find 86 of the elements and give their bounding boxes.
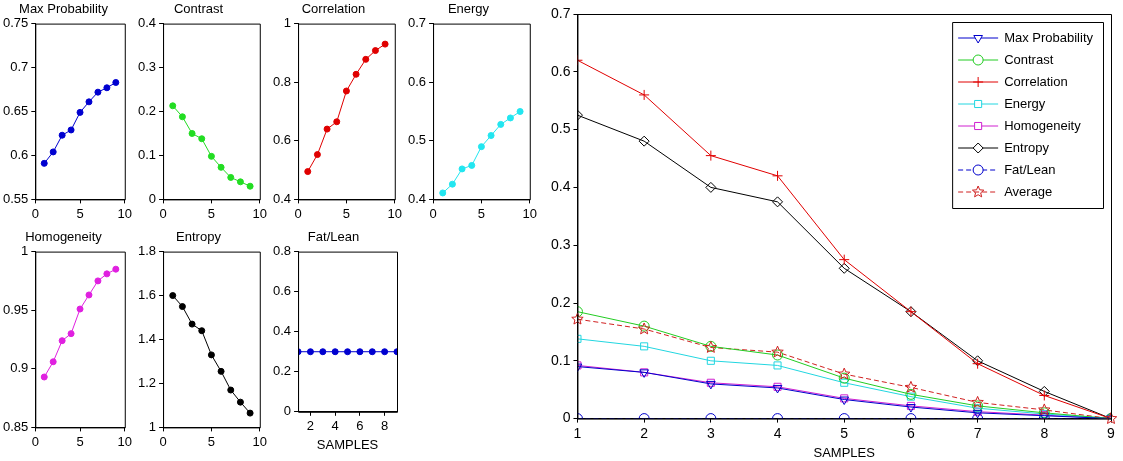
x-tick-label: 10 — [252, 205, 267, 221]
x-tick-label: 10 — [117, 433, 132, 449]
y-tick-label: 0.6 — [407, 73, 427, 89]
chart-title: Fat/Lean — [307, 229, 360, 245]
y-tick-label: 0.85 — [2, 418, 29, 434]
y-tick-label: 0.3 — [550, 236, 571, 253]
y-tick-label: 0.75 — [2, 15, 29, 31]
y-tick-label: 1.8 — [137, 243, 157, 259]
x-tick-label: 2 — [640, 424, 649, 441]
legend-label: Energy — [1004, 95, 1046, 111]
x-tick-label: 0 — [31, 205, 39, 221]
y-tick-label: 0.6 — [272, 132, 292, 148]
legend-label: Correlation — [1004, 73, 1068, 89]
x-tick-label: 2 — [306, 418, 315, 434]
x-tick-label: 7 — [973, 424, 982, 441]
x-tick-label: 0 — [429, 205, 437, 221]
y-tick-label: 0 — [283, 403, 292, 419]
y-tick-label: 0.4 — [550, 178, 571, 195]
y-tick-label: 0.65 — [2, 103, 29, 119]
y-tick-label: 0.8 — [272, 243, 292, 259]
y-tick-label: 0.4 — [407, 190, 427, 206]
x-tick-label: 10 — [387, 205, 402, 221]
y-tick-label: 0.1 — [550, 351, 571, 368]
x-tick-label: 10 — [522, 205, 537, 221]
x-tick-label: 0 — [159, 205, 167, 221]
legend-label: Average — [1004, 183, 1053, 199]
y-tick-label: 0.4 — [272, 323, 292, 339]
x-tick-label: 0 — [31, 433, 39, 449]
x-tick-label: 9 — [1107, 424, 1116, 441]
y-tick-label: 0.5 — [550, 120, 571, 137]
chart-title: Contrast — [173, 1, 224, 17]
y-tick-label: 0.6 — [550, 62, 571, 79]
y-tick-label: 0.2 — [137, 103, 157, 119]
y-tick-label: 0.55 — [2, 190, 29, 206]
y-tick-label: 0.7 — [407, 15, 427, 31]
legend-label: Max Probability — [1004, 29, 1094, 45]
legend-label: Homogeneity — [1004, 117, 1082, 133]
x-tick-label: 5 — [76, 205, 84, 221]
y-tick-label: 0.2 — [272, 363, 292, 379]
x-axis-title: SAMPLES — [316, 436, 379, 452]
y-tick-label: 1.4 — [137, 331, 157, 347]
y-tick-label: 0.6 — [10, 147, 29, 163]
y-tick-label: 0.9 — [10, 360, 29, 376]
x-tick-label: 5 — [342, 205, 351, 221]
x-tick-label: 0 — [159, 433, 167, 449]
y-tick-label: 1 — [21, 243, 29, 259]
x-tick-label: 4 — [773, 424, 782, 441]
x-axis-title: SAMPLES — [813, 444, 876, 460]
y-tick-label: 1 — [283, 15, 292, 31]
y-tick-label: 0.4 — [137, 15, 157, 31]
legend-label: Entropy — [1004, 139, 1050, 155]
y-tick-label: 0 — [148, 190, 157, 206]
y-tick-label: 1.6 — [137, 287, 157, 303]
y-tick-label: 0.95 — [2, 301, 29, 317]
x-tick-label: 10 — [252, 433, 267, 449]
y-tick-label: 1.2 — [137, 375, 157, 391]
x-tick-label: 3 — [706, 424, 715, 441]
x-tick-label: 8 — [1040, 424, 1049, 441]
y-tick-label: 0.1 — [137, 147, 157, 163]
y-tick-label: 0.8 — [272, 73, 292, 89]
chart-title: Energy — [447, 1, 490, 17]
chart-title: Max Probability — [19, 1, 109, 17]
x-tick-label: 5 — [207, 205, 216, 221]
x-tick-label: 5 — [477, 205, 486, 221]
chart-title: Homogeneity — [25, 229, 103, 245]
x-tick-label: 0 — [294, 205, 302, 221]
x-tick-label: 5 — [840, 424, 849, 441]
x-tick-label: 1 — [573, 424, 582, 441]
y-tick-label: 0.4 — [272, 190, 292, 206]
y-tick-label: 0.7 — [550, 4, 571, 21]
x-tick-label: 10 — [117, 205, 132, 221]
y-tick-label: 0.7 — [10, 59, 29, 75]
chart-title: Correlation — [301, 1, 366, 17]
y-tick-label: 0.5 — [407, 132, 427, 148]
x-tick-label: 5 — [207, 433, 216, 449]
y-tick-label: 0.3 — [137, 59, 157, 75]
x-tick-label: 6 — [907, 424, 916, 441]
legend-label: Contrast — [1004, 51, 1054, 67]
y-tick-label: 0.6 — [272, 283, 292, 299]
x-tick-label: 5 — [76, 433, 84, 449]
y-tick-label: 0.2 — [550, 293, 571, 310]
chart-title: Entropy — [176, 229, 222, 245]
legend-label: Fat/Lean — [1004, 161, 1056, 177]
x-tick-label: 6 — [356, 418, 364, 434]
x-tick-label: 4 — [331, 418, 339, 434]
x-tick-label: 8 — [381, 418, 389, 434]
